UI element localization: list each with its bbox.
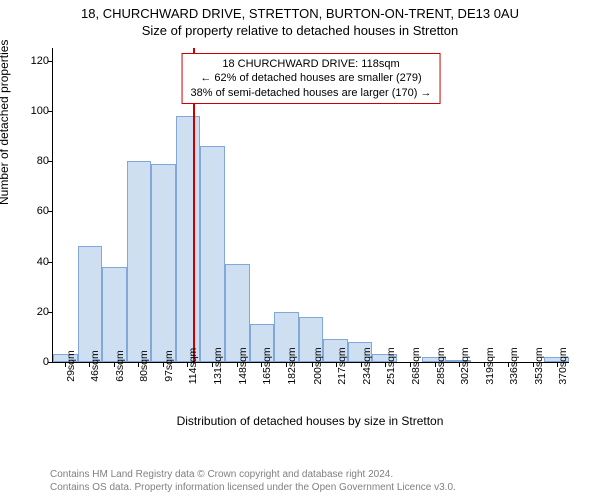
annotation-line3: 38% of semi-detached houses are larger (… [191,86,432,100]
ytick-label: 100 [31,105,49,117]
annotation-line1: 18 CHURCHWARD DRIVE: 118sqm [191,57,432,71]
footer-line2: Contains OS data. Property information l… [50,482,590,495]
xtick-label: 131sqm [212,347,224,384]
plot-area: 18 CHURCHWARD DRIVE: 118sqm ← 62% of det… [52,48,569,363]
annotation-box: 18 CHURCHWARD DRIVE: 118sqm ← 62% of det… [182,53,441,104]
xtick-label: 80sqm [138,350,150,382]
ytick-label: 60 [37,205,49,217]
chart-title-subtitle: Size of property relative to detached ho… [0,21,600,38]
histogram-bar [176,116,201,362]
xtick-label: 200sqm [312,347,324,384]
y-axis-label: Number of detached properties [0,40,11,205]
xtick-label: 63sqm [114,350,126,382]
ytick-label: 40 [37,256,49,268]
xtick-label: 46sqm [89,350,101,382]
xtick-label: 182sqm [286,347,298,384]
ytick-label: 120 [31,55,49,67]
footer-line1: Contains HM Land Registry data © Crown c… [50,469,590,482]
xtick-label: 370sqm [557,347,569,384]
xtick-label: 29sqm [65,350,77,382]
ytick-label: 0 [43,356,49,368]
ytick-label: 20 [37,306,49,318]
ytick-label: 80 [37,155,49,167]
histogram-bar [200,146,225,362]
xtick-label: 217sqm [336,347,348,384]
chart-container: 18, CHURCHWARD DRIVE, STRETTON, BURTON-O… [0,0,600,500]
xtick-label: 234sqm [361,347,373,384]
xtick-label: 114sqm [187,348,199,385]
chart-title-address: 18, CHURCHWARD DRIVE, STRETTON, BURTON-O… [0,0,600,21]
xtick-label: 97sqm [163,350,175,382]
xtick-label: 302sqm [459,347,471,384]
histogram-bar [127,161,152,362]
xtick-label: 148sqm [237,347,249,384]
xtick-label: 285sqm [435,347,447,384]
annotation-line2: ← 62% of detached houses are smaller (27… [191,71,432,85]
xtick-label: 165sqm [261,347,273,384]
xtick-label: 251sqm [385,347,397,384]
histogram-bar [78,246,103,362]
footer-text: Contains HM Land Registry data © Crown c… [50,469,590,494]
xtick-label: 353sqm [533,347,545,384]
xtick-label: 268sqm [410,347,422,384]
xtick-label: 319sqm [484,347,496,384]
x-axis-label: Distribution of detached houses by size … [177,414,444,428]
histogram-bar [102,267,127,362]
xtick-label: 336sqm [508,347,520,384]
histogram-bar [151,164,176,362]
